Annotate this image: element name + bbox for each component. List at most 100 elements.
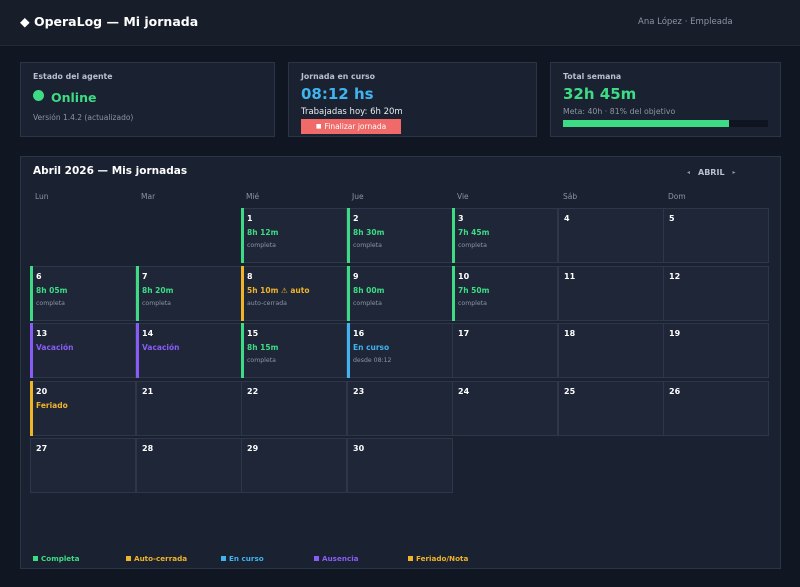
day-subtext: auto-cerrada [247, 300, 287, 307]
shift-card: Jornada en curso 08:12 hs Trabajadas hoy… [288, 62, 537, 137]
calendar-day[interactable]: 9 8h 00m completa [347, 266, 453, 321]
calendar-day[interactable]: 19 [663, 323, 769, 378]
calendar-day[interactable]: 1 8h 12m completa [241, 208, 347, 263]
day-number: 14 [142, 329, 154, 338]
day-subtext: completa [458, 300, 487, 307]
online-status-icon [33, 90, 44, 101]
day-number: 19 [669, 329, 681, 338]
legend-label: En curso [229, 554, 264, 563]
agent-card-title: Estado del agente [33, 72, 113, 81]
worked-today: Trabajadas hoy: 6h 20m [301, 107, 403, 117]
weekday-label: Mar [141, 192, 156, 201]
calendar-day[interactable]: 14 Vacación [136, 323, 242, 378]
day-subtext: completa [247, 357, 276, 364]
day-number: 12 [669, 272, 681, 281]
calendar-day[interactable]: 17 [452, 323, 558, 378]
day-status-stripe [347, 323, 350, 378]
day-subtext: completa [353, 242, 382, 249]
week-progress-bar [563, 120, 768, 127]
day-number: 30 [353, 444, 365, 453]
day-number: 27 [36, 444, 48, 453]
day-value: 7h 50m [458, 286, 490, 295]
day-value: 8h 15m [247, 343, 279, 352]
calendar-day[interactable]: 8 5h 10m ⚠ auto auto-cerrada [241, 266, 347, 321]
day-number: 9 [353, 272, 359, 281]
next-month-icon[interactable]: ▸ [732, 169, 736, 176]
calendar-day[interactable]: 26 [663, 381, 769, 436]
day-value: 5h 10m ⚠ auto [247, 286, 310, 295]
day-value: En curso [353, 343, 390, 352]
stop-icon: ■ [315, 123, 322, 130]
day-number: 2 [353, 214, 359, 223]
calendar-day[interactable]: 10 7h 50m completa [452, 266, 558, 321]
calendar-day[interactable]: 15 8h 15m completa [241, 323, 347, 378]
legend-item: Auto-cerrada [126, 554, 187, 563]
day-number: 17 [458, 329, 470, 338]
week-goal-text: Meta: 40h · 81% del objetivo [563, 107, 676, 116]
day-subtext: completa [458, 242, 487, 249]
calendar-day[interactable]: 6 8h 05m completa [30, 266, 136, 321]
week-total-value: 32h 45m [563, 85, 637, 103]
finish-shift-button[interactable]: ■ Finalizar jornada [301, 119, 401, 134]
calendar-day[interactable]: 29 [241, 438, 347, 493]
calendar-day[interactable]: 16 En curso desde 08:12 [347, 323, 453, 378]
day-subtext: completa [142, 300, 171, 307]
day-subtext: completa [36, 300, 65, 307]
legend-swatch-icon [126, 556, 131, 561]
calendar-day[interactable]: 27 [30, 438, 136, 493]
weekday-label: Mié [246, 192, 260, 201]
week-progress-fill [563, 120, 730, 127]
day-status-stripe [452, 208, 455, 263]
shift-time: 08:12 hs [301, 85, 374, 103]
calendar-day[interactable]: 12 [663, 266, 769, 321]
day-number: 6 [36, 272, 42, 281]
day-number: 3 [458, 214, 464, 223]
calendar-day[interactable]: 22 [241, 381, 347, 436]
calendar-day[interactable]: 25 [558, 381, 664, 436]
day-value: 8h 00m [353, 286, 385, 295]
legend-item: Completa [33, 554, 79, 563]
calendar-day[interactable]: 5 [663, 208, 769, 263]
shift-card-title: Jornada en curso [301, 72, 376, 81]
calendar-day[interactable]: 24 [452, 381, 558, 436]
day-number: 5 [669, 214, 675, 223]
calendar-day[interactable]: 18 [558, 323, 664, 378]
calendar-day[interactable]: 3 7h 45m completa [452, 208, 558, 263]
calendar-day[interactable]: 20 Feriado [30, 381, 136, 436]
calendar-day[interactable]: 7 8h 20m completa [136, 266, 242, 321]
calendar-day[interactable]: 11 [558, 266, 664, 321]
day-number: 20 [36, 387, 48, 396]
calendar-title: Abril 2026 — Mis jornadas [33, 165, 188, 177]
day-status-stripe [241, 323, 244, 378]
calendar-day[interactable]: 30 [347, 438, 453, 493]
day-status-stripe [30, 381, 33, 436]
day-number: 28 [142, 444, 154, 453]
day-number: 11 [564, 272, 576, 281]
calendar-day[interactable]: 28 [136, 438, 242, 493]
legend-label: Completa [41, 554, 80, 563]
day-number: 18 [564, 329, 576, 338]
weekday-label: Sáb [563, 192, 578, 201]
prev-month-icon[interactable]: ◂ [687, 169, 691, 176]
user-label[interactable]: Ana López · Empleada [638, 17, 733, 27]
day-number: 10 [458, 272, 470, 281]
day-subtext: desde 08:12 [353, 357, 392, 364]
calendar-day[interactable]: 23 [347, 381, 453, 436]
weekday-label: Jue [352, 192, 364, 201]
day-status-stripe [136, 266, 139, 321]
calendar-day[interactable]: 2 8h 30m completa [347, 208, 453, 263]
calendar-day[interactable]: 21 [136, 381, 242, 436]
legend-label: Feriado/Nota [416, 554, 469, 563]
day-value: 8h 12m [247, 228, 279, 237]
day-value: 8h 20m [142, 286, 174, 295]
calendar-day[interactable]: 13 Vacación [30, 323, 136, 378]
day-status-stripe [347, 266, 350, 321]
day-subtext: completa [353, 300, 382, 307]
day-number: 25 [564, 387, 576, 396]
weekday-label: Dom [668, 192, 686, 201]
day-value: 8h 30m [353, 228, 385, 237]
day-number: 7 [142, 272, 148, 281]
day-value: 8h 05m [36, 286, 68, 295]
calendar-day[interactable]: 4 [558, 208, 664, 263]
day-number: 26 [669, 387, 681, 396]
